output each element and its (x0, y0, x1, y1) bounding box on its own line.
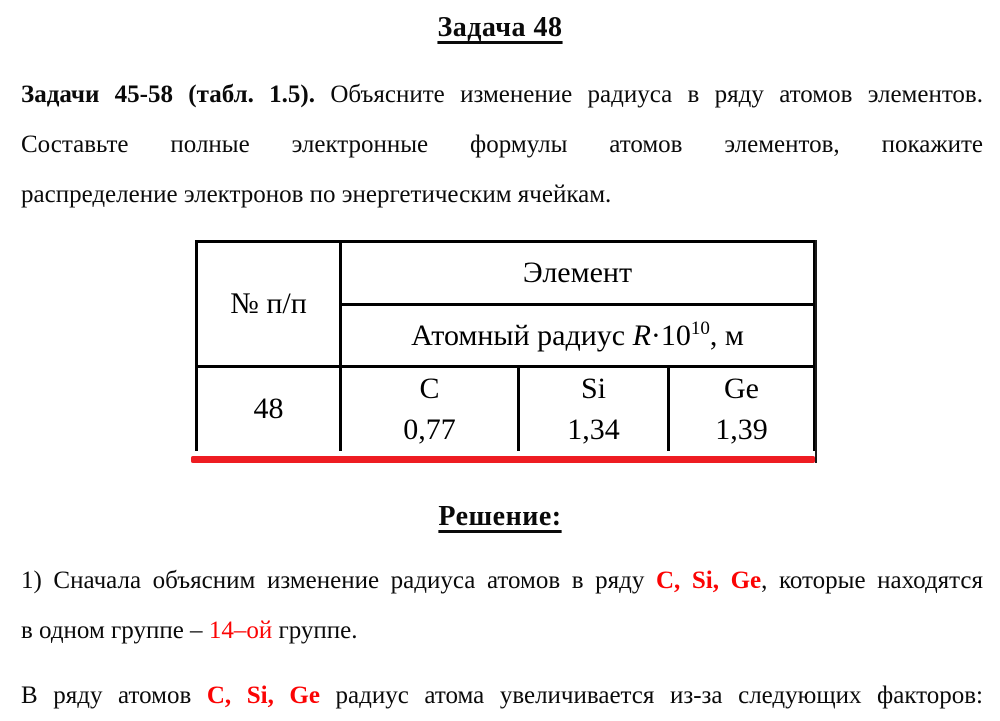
solution-text: , которые находятся (761, 567, 983, 594)
element-cell-ge: Ge 1,39 (667, 365, 816, 451)
problem-statement: Задачи 45-58 (табл. 1.5). Объясните изме… (21, 70, 983, 220)
problem-line-2: Составьте полные электронные формулы ато… (21, 131, 983, 158)
problem-line-3: распределение электронов по энергетическ… (21, 181, 612, 208)
problem-line-1: Задачи 45-58 (табл. 1.5). Объясните изме… (21, 70, 983, 120)
table-red-underline (191, 456, 815, 463)
element-symbol: Ge (724, 372, 759, 406)
element-series-red: C, Si, Ge (206, 682, 320, 709)
solution-text: В ряду атомов (21, 682, 207, 709)
solution-paragraph-2: В ряду атомов C, Si, Ge радиус атома уве… (21, 671, 983, 721)
element-series-red: C, Si, Ge (656, 567, 762, 594)
problem-lead-bold: Задачи 45-58 (табл. 1.5). (21, 81, 315, 108)
problem-line-1-text: Объясните изменение радиуса в ряду атомо… (315, 81, 983, 108)
table-header-element: Элемент (339, 240, 816, 306)
table-right-edge-line (815, 240, 817, 463)
element-value: 1,39 (715, 413, 768, 447)
page-title: Задача 48 (437, 12, 563, 43)
solution-p1-line-1: 1) Сначала объясним изменение радиуса ат… (21, 556, 983, 606)
group-number-red: 14–ой (208, 617, 273, 644)
solution-paragraph-1: 1) Сначала объясним изменение радиуса ат… (21, 556, 983, 656)
element-cell-si: Si 1,34 (517, 365, 670, 451)
subheader-unit: , м (709, 319, 744, 352)
subheader-exponent: 10 (690, 318, 710, 339)
table-subheader-radius: Атомный радиус R·1010, м (339, 303, 816, 368)
table-header-no: № п/п (195, 240, 342, 368)
solution-p2-line-1: В ряду атомов C, Si, Ge радиус атома уве… (21, 671, 983, 721)
solution-text: в одном группе – (21, 617, 209, 644)
solution-text: группе. (272, 617, 358, 644)
subheader-mantissa: ·10 (650, 319, 691, 352)
element-value: 1,34 (567, 413, 620, 447)
row-number-cell: 48 (195, 365, 342, 451)
solution-text: радиус атома увеличивается из-за следующ… (319, 682, 984, 709)
radius-variable: R (632, 319, 651, 352)
element-symbol: Si (580, 372, 607, 406)
solution-text: 1) Сначала объясним изменение радиуса ат… (21, 567, 656, 594)
element-symbol: C (419, 372, 440, 406)
solution-p1-line-2: в одном группе – 14–ой группе. (21, 606, 983, 656)
radius-table: № п/п Элемент Атомный радиус R·1010, м 4… (195, 240, 816, 451)
element-value: 0,77 (403, 413, 456, 447)
solution-heading: Решение: (438, 501, 562, 532)
element-cell-c: C 0,77 (339, 365, 520, 451)
subheader-text: Атомный радиус (411, 319, 633, 352)
